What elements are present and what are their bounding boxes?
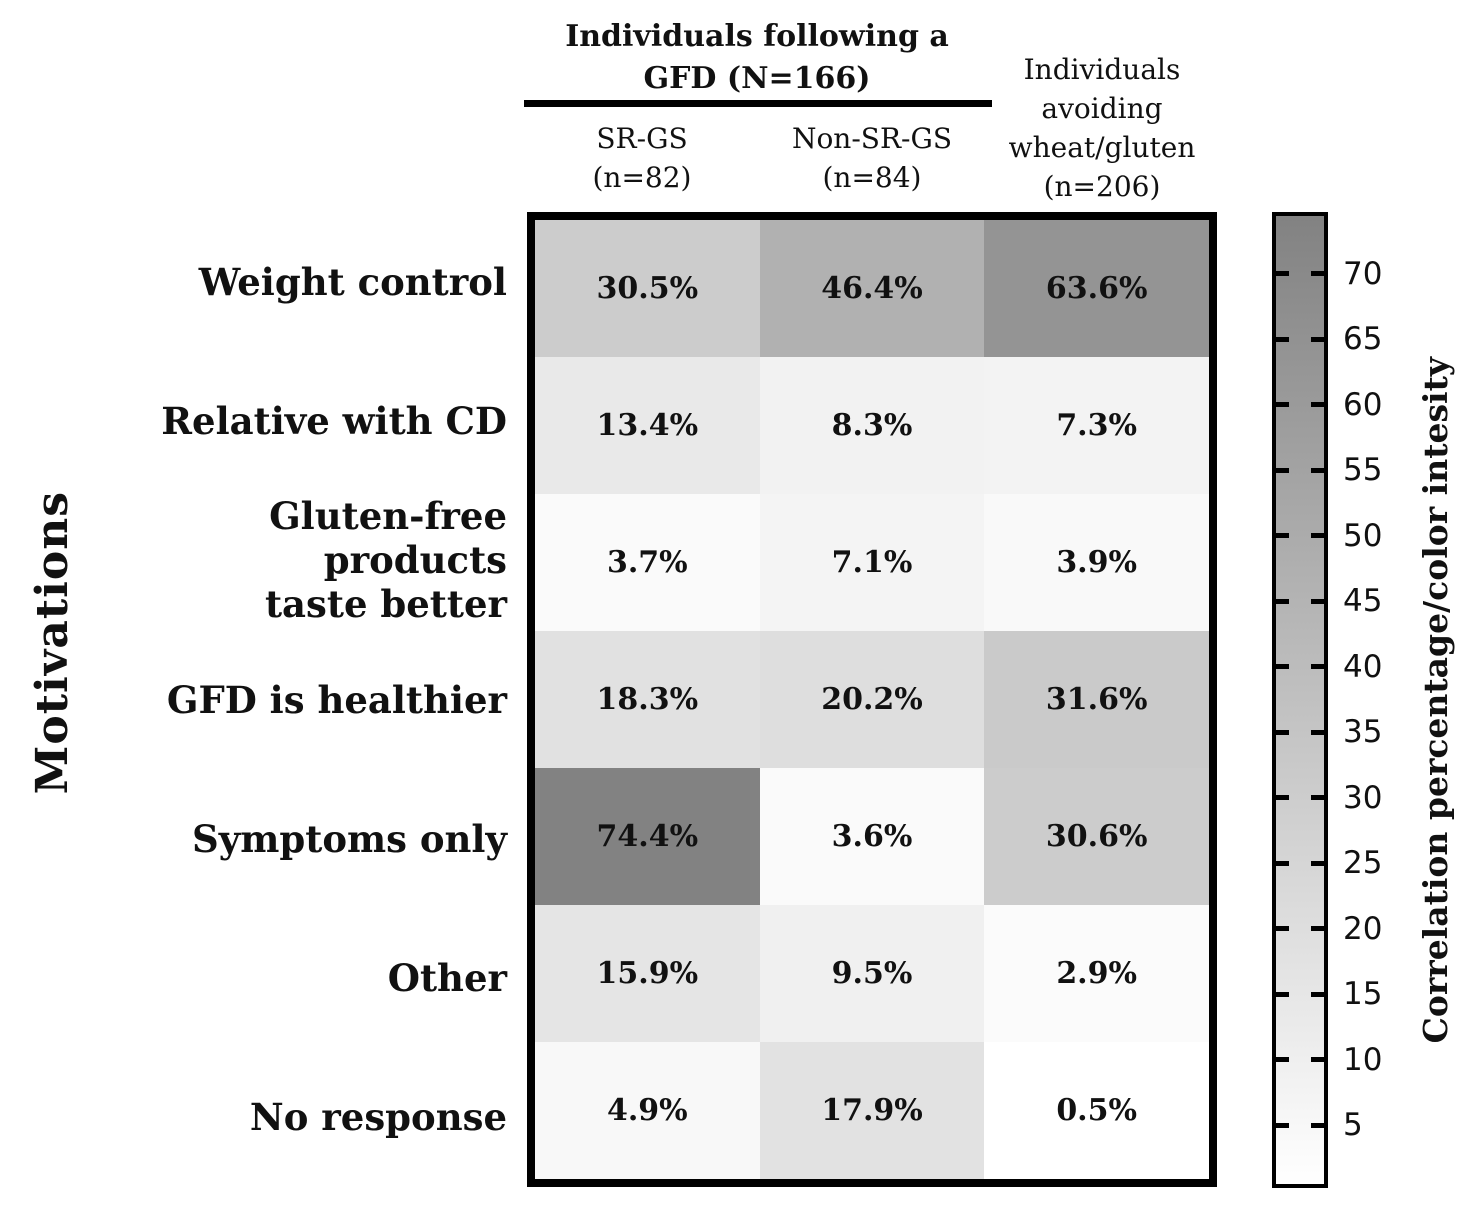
- colorbar-tick: [1311, 795, 1324, 801]
- colorbar-tick-label: 10: [1343, 1041, 1383, 1078]
- colorbar-tick: [1276, 336, 1289, 342]
- colorbar-tick-label: 45: [1343, 583, 1383, 620]
- colorbar-tick-label: 15: [1343, 976, 1383, 1013]
- column-header-non-sr-gs: Non-SR-GS (n=84): [791, 122, 953, 194]
- row-label: Relative with CD: [161, 398, 507, 443]
- colorbar-tick: [1276, 860, 1289, 866]
- colorbar-tick-label: 30: [1343, 779, 1383, 816]
- row-label: Weight control: [198, 259, 507, 304]
- colorbar-tick-label: 65: [1343, 321, 1383, 358]
- colorbar-tick: [1276, 533, 1289, 539]
- heatmap-cell: 8.3%: [759, 357, 985, 494]
- heatmap-cell: 2.9%: [984, 905, 1209, 1042]
- colorbar-tick: [1276, 598, 1289, 604]
- heatmap-cell: 20.2%: [759, 631, 985, 768]
- heatmap-cell: 17.9%: [759, 1042, 985, 1179]
- column-group-underline: [524, 100, 992, 107]
- column-header-sr-gs: SR-GS (n=82): [592, 122, 692, 194]
- colorbar-tick: [1276, 795, 1289, 801]
- colorbar-tick: [1311, 664, 1324, 670]
- heatmap-cell: 30.5%: [535, 220, 760, 357]
- row-label: No response: [249, 1095, 507, 1140]
- colorbar-tick: [1276, 402, 1289, 408]
- colorbar-tick: [1311, 729, 1324, 735]
- colorbar-tick-label: 50: [1343, 517, 1383, 554]
- colorbar-tick: [1311, 402, 1324, 408]
- heatmap-cell: 7.1%: [759, 494, 985, 631]
- heatmap-cell: 15.9%: [535, 905, 760, 1042]
- colorbar-tick: [1276, 926, 1289, 932]
- colorbar-tick: [1311, 860, 1324, 866]
- row-label: Gluten-free products taste better: [264, 494, 507, 627]
- colorbar-tick: [1311, 926, 1324, 932]
- heatmap-cell: 9.5%: [759, 905, 985, 1042]
- colorbar-tick: [1311, 1122, 1324, 1128]
- colorbar-tick-label: 5: [1343, 1107, 1363, 1144]
- colorbar-tick-label: 60: [1343, 386, 1383, 423]
- heatmap-cell: 74.4%: [535, 768, 760, 905]
- colorbar-tick: [1311, 467, 1324, 473]
- heatmap-cell: 7.3%: [984, 357, 1209, 494]
- colorbar-tick-label: 20: [1343, 910, 1383, 947]
- row-label: Symptoms only: [191, 816, 507, 861]
- colorbar-tick: [1311, 271, 1324, 277]
- heatmap-cell: 46.4%: [759, 220, 985, 357]
- heatmap-cell: 63.6%: [984, 220, 1209, 357]
- colorbar-tick: [1311, 991, 1324, 997]
- heatmap-cell: 31.6%: [984, 631, 1209, 768]
- heatmap-cell: 3.6%: [759, 768, 985, 905]
- row-label: GFD is healthier: [166, 677, 507, 722]
- colorbar: [1272, 212, 1328, 1188]
- heatmap-cell: 4.9%: [535, 1042, 760, 1179]
- heatmap-cell: 30.6%: [984, 768, 1209, 905]
- colorbar-tick: [1311, 336, 1324, 342]
- colorbar-tick-label: 35: [1343, 714, 1383, 751]
- colorbar-tick: [1276, 664, 1289, 670]
- colorbar-tick: [1276, 1057, 1289, 1063]
- row-label: Other: [387, 956, 507, 1001]
- colorbar-tick: [1276, 729, 1289, 735]
- colorbar-tick: [1276, 1122, 1289, 1128]
- heatmap-grid: 30.5% 46.4% 63.6% 13.4% 8.3% 7.3% 3.7% 7.1% 3.9%…: [527, 212, 1217, 1187]
- heatmap-cell: 3.9%: [984, 494, 1209, 631]
- colorbar-tick-label: 70: [1343, 255, 1383, 292]
- colorbar-tick: [1311, 533, 1324, 539]
- column-group-title: Individuals following a GFD (N=166): [565, 19, 949, 96]
- colorbar-axis-label: Correlation percentage/color intesity: [1415, 356, 1455, 1044]
- column-header-avoiding-wheat-gluten: Individuals avoiding wheat/gluten (n=206…: [1008, 53, 1196, 203]
- colorbar-tick: [1276, 271, 1289, 277]
- heatmap-cell: 18.3%: [535, 631, 760, 768]
- colorbar-tick: [1311, 598, 1324, 604]
- colorbar-tick: [1276, 991, 1289, 997]
- heatmap-cell: 0.5%: [984, 1042, 1209, 1179]
- colorbar-tick: [1311, 1057, 1324, 1063]
- colorbar-tick: [1276, 467, 1289, 473]
- colorbar-tick-label: 55: [1343, 452, 1383, 489]
- colorbar-tick-label: 25: [1343, 845, 1383, 882]
- colorbar-tick-label: 40: [1343, 648, 1383, 685]
- heatmap-cell: 13.4%: [535, 357, 760, 494]
- heatmap-cell: 3.7%: [535, 494, 760, 631]
